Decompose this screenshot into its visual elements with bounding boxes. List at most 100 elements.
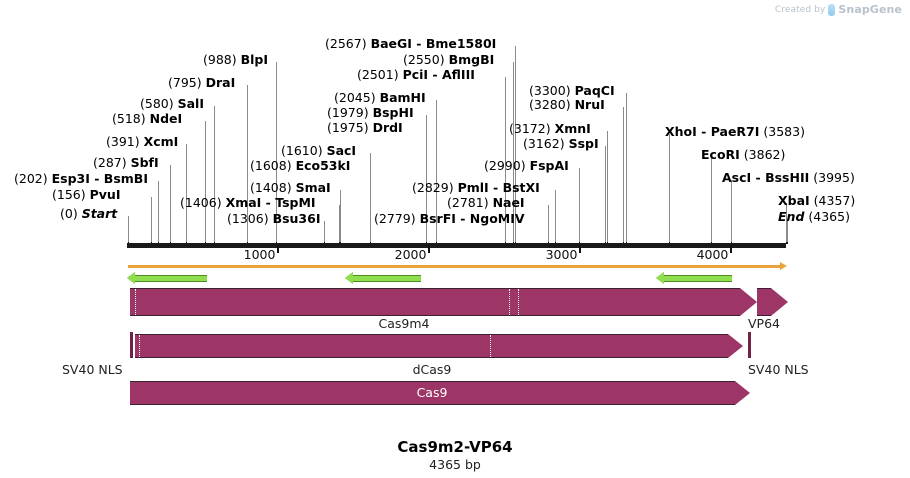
- restriction-site-label[interactable]: (2990) FspAI: [484, 158, 569, 173]
- restriction-site-label[interactable]: (988) BlpI: [203, 52, 269, 67]
- restriction-site-label[interactable]: (1975) DrdI: [327, 120, 403, 135]
- ruler-tick: [579, 245, 582, 253]
- ruler-tick: [277, 245, 280, 253]
- watermark-brand: SnapGene: [838, 3, 902, 16]
- restriction-site-label[interactable]: (1408) SmaI: [250, 180, 331, 195]
- restriction-site-label[interactable]: (1608) Eco53kI: [250, 158, 351, 173]
- feature-seam: [518, 289, 519, 315]
- feature-cas9m4[interactable]: [130, 288, 757, 316]
- sequence-ruler: 1000 2000 3000 4000: [0, 0, 910, 262]
- restriction-site-label[interactable]: (287) SbfI: [93, 155, 159, 170]
- feature-arrowhead: [728, 334, 743, 358]
- restriction-site-label[interactable]: (580) SalI: [140, 96, 204, 111]
- restriction-site-label[interactable]: XbaI (4357): [778, 193, 856, 208]
- restriction-site-label[interactable]: (2567) BaeGI - Bme1580I: [325, 36, 497, 51]
- feature-cas9[interactable]: [130, 381, 750, 405]
- leader-line: [324, 221, 325, 242]
- feature-seam: [509, 289, 510, 315]
- restriction-site-label[interactable]: (1610) SacI: [281, 143, 357, 158]
- restriction-site-label[interactable]: EcoRI (3862): [701, 147, 786, 162]
- feature-arrowhead: [771, 288, 788, 316]
- restriction-site-label[interactable]: (0) Start: [60, 206, 118, 221]
- restriction-site-label[interactable]: (3172) XmnI: [509, 121, 591, 136]
- feature-dcas9[interactable]: [135, 334, 743, 358]
- leader-line: [205, 121, 206, 242]
- restriction-site-label[interactable]: (1406) XmaI - TspMI: [180, 195, 316, 210]
- green-arrow-1: [135, 275, 207, 282]
- restriction-site-label-layer: (0) Start (156) PvuI (202) Esp3I - BsmBI (2…: [14, 36, 856, 244]
- ruler-tick-label: 3000: [545, 247, 578, 262]
- restriction-site-label[interactable]: (2045) BamHI: [334, 90, 426, 105]
- green-arrow-3: [664, 275, 732, 282]
- restriction-site-label[interactable]: (795) DraI: [168, 75, 236, 90]
- restriction-site-label[interactable]: (2779) BsrFI - NgoMIV: [374, 211, 525, 226]
- restriction-site-label[interactable]: (3280) NruI: [529, 97, 605, 112]
- leader-line: [513, 62, 514, 242]
- leader-line: [786, 203, 787, 242]
- restriction-site-label[interactable]: (3300) PaqCI: [529, 83, 615, 98]
- feature-seam: [135, 289, 136, 315]
- restriction-site-label[interactable]: (518) NdeI: [112, 111, 183, 126]
- leader-line: [626, 93, 627, 242]
- watermark-prefix: Created by: [774, 4, 826, 15]
- map-title: Cas9m2-VP64: [397, 438, 513, 456]
- feature-seam: [490, 335, 491, 357]
- leader-line: [555, 190, 556, 242]
- ruler-baseline: [127, 243, 786, 248]
- restriction-site-label[interactable]: (3162) SspI: [523, 136, 599, 151]
- feature-sv40-nls-right[interactable]: [748, 332, 751, 358]
- leader-line: [548, 205, 549, 242]
- snapgene-logo-icon: [828, 3, 836, 16]
- restriction-site-label[interactable]: (156) PvuI: [52, 187, 121, 202]
- restriction-site-label[interactable]: (2501) PciI - AflIII: [357, 67, 475, 82]
- restriction-site-label[interactable]: (391) XcmI: [106, 134, 179, 149]
- feature-seam: [139, 335, 140, 357]
- feature-label-vp64: VP64: [748, 316, 780, 331]
- ruler-tick-label: 4000: [696, 247, 729, 262]
- leader-line: [214, 106, 215, 242]
- leader-line: [505, 77, 506, 242]
- leader-line: [787, 219, 788, 242]
- leader-line: [515, 46, 516, 242]
- restriction-site-label[interactable]: (1979) BspHI: [327, 105, 414, 120]
- leader-line: [623, 107, 624, 242]
- ruler-tick: [428, 245, 431, 253]
- leader-line: [340, 190, 341, 242]
- leader-line: [669, 134, 670, 242]
- leader-line: [607, 131, 608, 242]
- restriction-site-label[interactable]: XhoI - PaeR7I (3583): [665, 124, 805, 139]
- leader-line: [158, 181, 159, 242]
- ruler-tick: [730, 245, 733, 253]
- restriction-site-label[interactable]: (1306) Bsu36I: [227, 211, 321, 226]
- restriction-site-label[interactable]: (2829) PmlI - BstXI: [412, 180, 540, 195]
- leader-line: [731, 180, 732, 242]
- leader-line: [711, 157, 712, 242]
- feature-vp64[interactable]: [757, 288, 788, 316]
- restriction-site-label[interactable]: (2550) BmgBI: [403, 52, 495, 67]
- green-arrow-2: [353, 275, 421, 282]
- leader-line: [436, 100, 437, 242]
- leader-line: [151, 197, 152, 242]
- feature-label-cas9: Cas9: [416, 385, 448, 400]
- leader-line: [579, 168, 580, 242]
- ruler-tick-label: 2000: [394, 247, 427, 262]
- restriction-site-label[interactable]: (2781) NaeI: [447, 195, 525, 210]
- feature-label-sv40-nls-left: SV40 NLS: [62, 362, 123, 377]
- leader-line: [170, 165, 171, 242]
- leader-line: [339, 205, 340, 242]
- leader-line: [370, 153, 371, 242]
- orange-span-arrow: [128, 262, 787, 270]
- map-length: 4365 bp: [429, 457, 481, 472]
- restriction-site-label[interactable]: AscI - BssHII (3995): [722, 170, 855, 185]
- leader-line: [426, 115, 427, 242]
- feature-arrowhead: [735, 381, 750, 405]
- restriction-site-label[interactable]: End (4365): [778, 209, 850, 224]
- leader-line: [247, 85, 248, 242]
- feature-label-cas9m4: Cas9m4: [378, 316, 430, 331]
- feature-sv40-nls-left[interactable]: [130, 332, 133, 358]
- leader-line: [128, 216, 129, 242]
- leader-line: [276, 62, 277, 242]
- snapgene-watermark: Created by SnapGene: [775, 3, 902, 16]
- restriction-site-label[interactable]: (202) Esp3I - BsmBI: [14, 171, 148, 186]
